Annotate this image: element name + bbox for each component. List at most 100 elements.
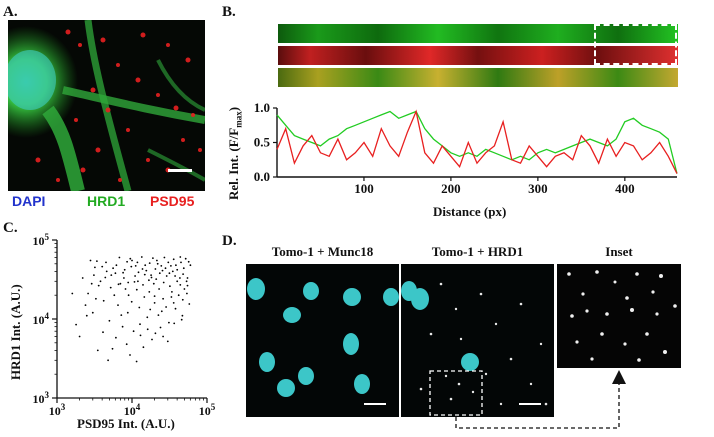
nuclei-image-2 (401, 281, 548, 416)
scatter-point (155, 278, 158, 280)
scatter-point (172, 302, 175, 304)
scatter-point (173, 322, 176, 325)
scatter-point (108, 319, 111, 322)
scatter-point (162, 297, 165, 300)
scatter-point (89, 259, 92, 262)
scatter-point (149, 308, 152, 311)
scatter-point (148, 291, 151, 293)
y-tick-label: 105 (33, 232, 50, 248)
panel-d-image-munc18 (246, 264, 399, 417)
scatter-point (159, 326, 162, 329)
scatter-point (163, 256, 166, 259)
scatter-point (160, 310, 163, 313)
scatter-point (124, 288, 127, 290)
scatter-point (176, 268, 179, 271)
scatter-point (171, 270, 174, 273)
scatter-point (154, 268, 157, 270)
scatter-point (153, 302, 156, 304)
scatter-point (171, 291, 173, 293)
panel-d-title-3: Inset (605, 244, 633, 259)
scatter-point (153, 295, 156, 297)
scatter-point (180, 261, 182, 264)
y-tick-label: 0.0 (254, 169, 270, 184)
scatter-point (156, 259, 158, 262)
scatter-point (175, 264, 177, 267)
scatter-point (112, 267, 114, 270)
scatter-point (167, 261, 170, 264)
scatter-point (120, 314, 123, 316)
scatter-xlabel: PSD95 Int. (A.U.) (77, 416, 175, 431)
scatter-point (84, 304, 87, 306)
x-tick-label: 300 (528, 181, 548, 196)
scatter-point (129, 354, 131, 356)
scatter-point (180, 318, 183, 321)
strip-inset-box (594, 24, 677, 65)
scatter-point (90, 282, 93, 285)
scatter-point (96, 349, 99, 352)
scatter-point (133, 281, 136, 283)
scatter-point (101, 265, 104, 268)
scatter-point (129, 257, 132, 260)
scatter-point (75, 323, 77, 326)
legend-psd95: PSD95 (150, 193, 195, 209)
y-tick-label: 0.5 (254, 135, 271, 150)
panel-d-label: D. (222, 233, 237, 249)
scatter-point (187, 260, 190, 263)
scatter-point (162, 335, 165, 338)
scatter-point (186, 277, 189, 279)
scatter-point (111, 347, 114, 350)
scatter-point (166, 340, 169, 343)
x-tick-label: 200 (441, 181, 461, 196)
x-tick-label: 104 (124, 402, 141, 418)
scatter-point (146, 328, 149, 331)
scatter-point (91, 311, 94, 314)
scatter-point (176, 280, 179, 283)
scatter-point (130, 265, 133, 268)
scatter-point (115, 264, 118, 267)
scatter-point (168, 272, 171, 275)
panel-c-label: C. (3, 220, 18, 236)
panel-d-title-2: Tomo-1 + HRD1 (431, 244, 524, 259)
scatter-point (119, 282, 122, 285)
scatter-point (186, 284, 189, 287)
scatter-point (78, 335, 81, 338)
x-tick-label: 105 (199, 402, 216, 418)
scatter-point (135, 360, 138, 363)
scatter-point (146, 316, 149, 319)
scatter-point (189, 264, 192, 267)
scatter-point (117, 304, 119, 306)
scatter-point (113, 294, 116, 297)
scatter-point (105, 270, 108, 273)
nuclei-image-1 (247, 278, 399, 397)
scatter-point (126, 311, 129, 314)
scatter-point (104, 276, 107, 279)
x-tick-label: 103 (49, 402, 66, 418)
scatter-point (143, 273, 146, 276)
scatter-point (185, 280, 188, 283)
scatter-point (141, 268, 144, 270)
scatter-point (135, 288, 138, 291)
scatter-point (123, 268, 126, 271)
scatter-point (126, 260, 128, 263)
scatter-point (85, 314, 88, 317)
scatter-point (168, 321, 170, 324)
inset-image (567, 270, 677, 362)
scatter-point (174, 307, 177, 310)
scatter-point (105, 261, 107, 264)
neuron-image (8, 20, 205, 191)
scatter-point (158, 272, 161, 275)
scatter-point (177, 294, 180, 297)
scatter-point (99, 280, 102, 283)
x-tick-label: 100 (354, 181, 374, 196)
scatter-point (81, 277, 84, 279)
scatter-point (131, 259, 133, 262)
scatter-point (182, 273, 185, 275)
scatter-point (142, 284, 144, 286)
scatter-point (170, 265, 172, 267)
y-tick-label: 1.0 (254, 100, 270, 115)
scatter-point (97, 284, 100, 287)
panel-a-label: A. (3, 4, 18, 20)
scale-bar (364, 403, 386, 405)
